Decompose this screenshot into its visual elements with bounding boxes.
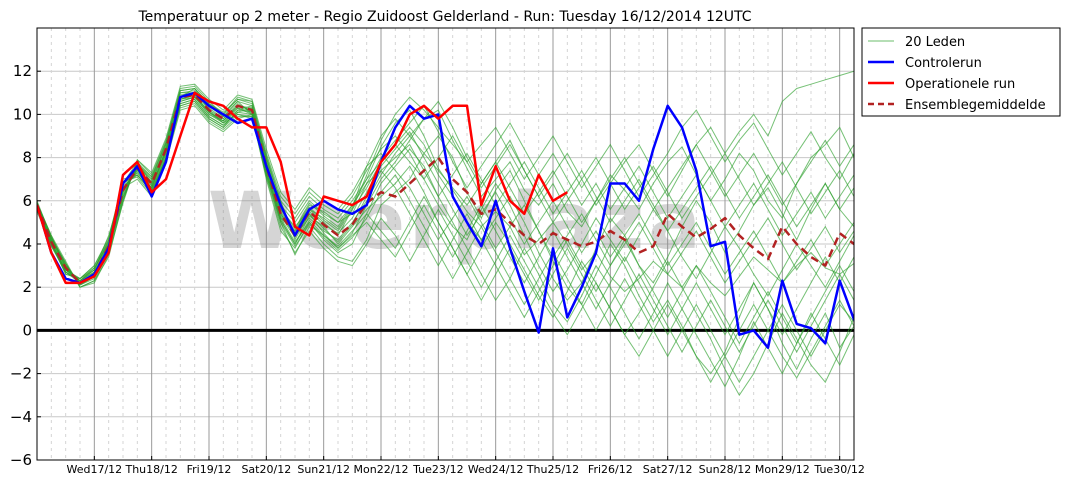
x-tick-label: Tue30/12 bbox=[813, 463, 865, 476]
x-tick-label: Sun28/12 bbox=[699, 463, 752, 476]
ensemble-member-line-11 bbox=[37, 92, 854, 282]
x-tick-label: Thu18/12 bbox=[124, 463, 177, 476]
x-tick-label: Sun21/12 bbox=[297, 463, 350, 476]
ensemble-members bbox=[37, 70, 854, 397]
y-tick-label: −2 bbox=[10, 365, 32, 383]
x-tick-label: Tue23/12 bbox=[412, 463, 464, 476]
x-axis-ticks: Wed17/12 Thu18/12 Fri19/12 Sat20/12 Sun21/12… bbox=[66, 456, 865, 476]
x-tick-label: Wed17/12 bbox=[66, 463, 122, 476]
legend-label: Controlerun bbox=[905, 56, 982, 71]
ensemble-member-line-17 bbox=[37, 87, 854, 288]
y-tick-label: 12 bbox=[13, 62, 32, 80]
operational-series-line bbox=[37, 91, 568, 285]
chart-title: Temperatuur op 2 meter - Regio Zuidoost … bbox=[137, 9, 751, 25]
ensemble-member-line-13 bbox=[37, 83, 854, 288]
y-tick-label: 0 bbox=[22, 321, 32, 339]
x-tick-label: Fri26/12 bbox=[588, 463, 633, 476]
legend: 20 Leden Controlerun Operationele run Ensem… bbox=[861, 27, 1061, 117]
grid bbox=[37, 28, 854, 461]
y-tick-label: −6 bbox=[10, 451, 32, 469]
y-tick-label: 2 bbox=[22, 278, 32, 296]
x-tick-label: Sat27/12 bbox=[643, 463, 693, 476]
legend-label: 20 Leden bbox=[905, 35, 965, 50]
x-tick-label: Sat20/12 bbox=[241, 463, 291, 476]
legend-box bbox=[861, 27, 1061, 117]
ensemble-member-line-5 bbox=[37, 85, 854, 297]
legend-label: Ensemblegemiddelde bbox=[905, 98, 1046, 113]
x-tick-label: Mon29/12 bbox=[755, 463, 810, 476]
y-axis-ticks: −6 −4 −2 0 2 4 6 8 10 12 bbox=[10, 62, 41, 469]
ensemble-member-line-15 bbox=[37, 90, 854, 286]
y-tick-label: 4 bbox=[22, 235, 32, 253]
control-series-line bbox=[37, 91, 854, 349]
x-tick-label: Mon22/12 bbox=[354, 463, 409, 476]
legend-label: Operationele run bbox=[905, 77, 1015, 92]
main-series bbox=[37, 91, 854, 349]
ensemble-member-line-6 bbox=[37, 105, 854, 388]
x-tick-label: Thu25/12 bbox=[526, 463, 579, 476]
mean-series-line bbox=[37, 93, 854, 285]
x-tick-label: Wed24/12 bbox=[468, 463, 524, 476]
y-tick-label: −4 bbox=[10, 408, 32, 426]
y-tick-label: 10 bbox=[13, 105, 32, 123]
y-tick-label: 6 bbox=[22, 192, 32, 210]
x-tick-label: Fri19/12 bbox=[187, 463, 232, 476]
y-tick-label: 8 bbox=[22, 149, 32, 167]
